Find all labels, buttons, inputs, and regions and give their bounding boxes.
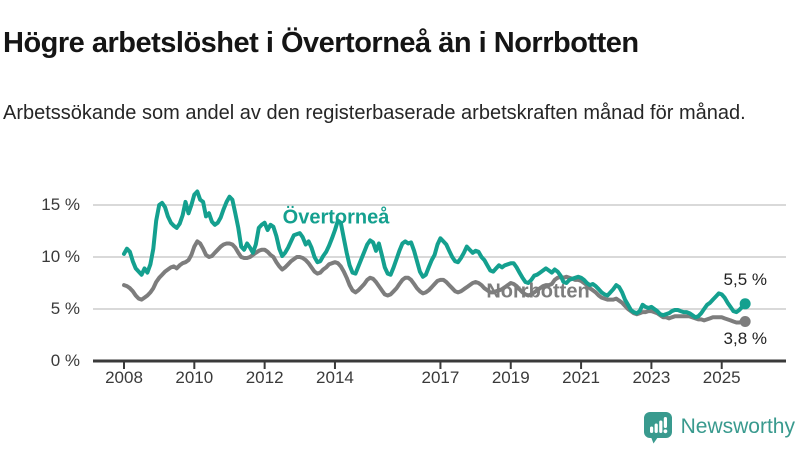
end-value-label-overtornea: 5,5 % xyxy=(723,270,767,289)
x-axis-tick-label: 2008 xyxy=(105,368,143,387)
bar-chart-speech-bubble-icon xyxy=(643,411,672,443)
chart-subtitle: Arbetssökande som andel av den registerb… xyxy=(3,102,746,124)
x-axis-tick-label: 2014 xyxy=(316,368,354,387)
x-axis-tick-label: 2010 xyxy=(175,368,214,387)
series-label-norrbotten: Norrbotten xyxy=(486,280,590,303)
line-norrbotten xyxy=(122,239,748,325)
x-axis-tick-label: 2017 xyxy=(421,368,460,387)
page-title: Högre arbetslöshet i Övertorneå än i Nor… xyxy=(3,27,639,60)
y-axis-tick-label: 0 % xyxy=(50,351,80,370)
y-axis-tick-label: 15 % xyxy=(41,195,80,214)
x-axis-tick-label: 2025 xyxy=(702,368,741,387)
end-value-label-norrbotten: 3,8 % xyxy=(723,329,767,348)
newsworthy-branding: Newsworthy xyxy=(643,409,795,445)
x-axis-tick-label: 2019 xyxy=(491,368,530,387)
y-axis-tick-label: 10 % xyxy=(41,247,80,266)
series-end-dot xyxy=(739,315,751,327)
line-overtornea xyxy=(122,189,748,320)
x-axis-tick-label: 2023 xyxy=(632,368,671,387)
x-axis-tick-label: 2021 xyxy=(562,368,600,387)
series-label-overtornea: Övertorneå xyxy=(282,206,390,229)
y-axis-tick-label: 5 % xyxy=(50,299,80,318)
series-end-dot xyxy=(739,298,751,310)
x-axis-tick-label: 2012 xyxy=(245,368,284,387)
brand-wordmark: Newsworthy xyxy=(680,415,795,438)
